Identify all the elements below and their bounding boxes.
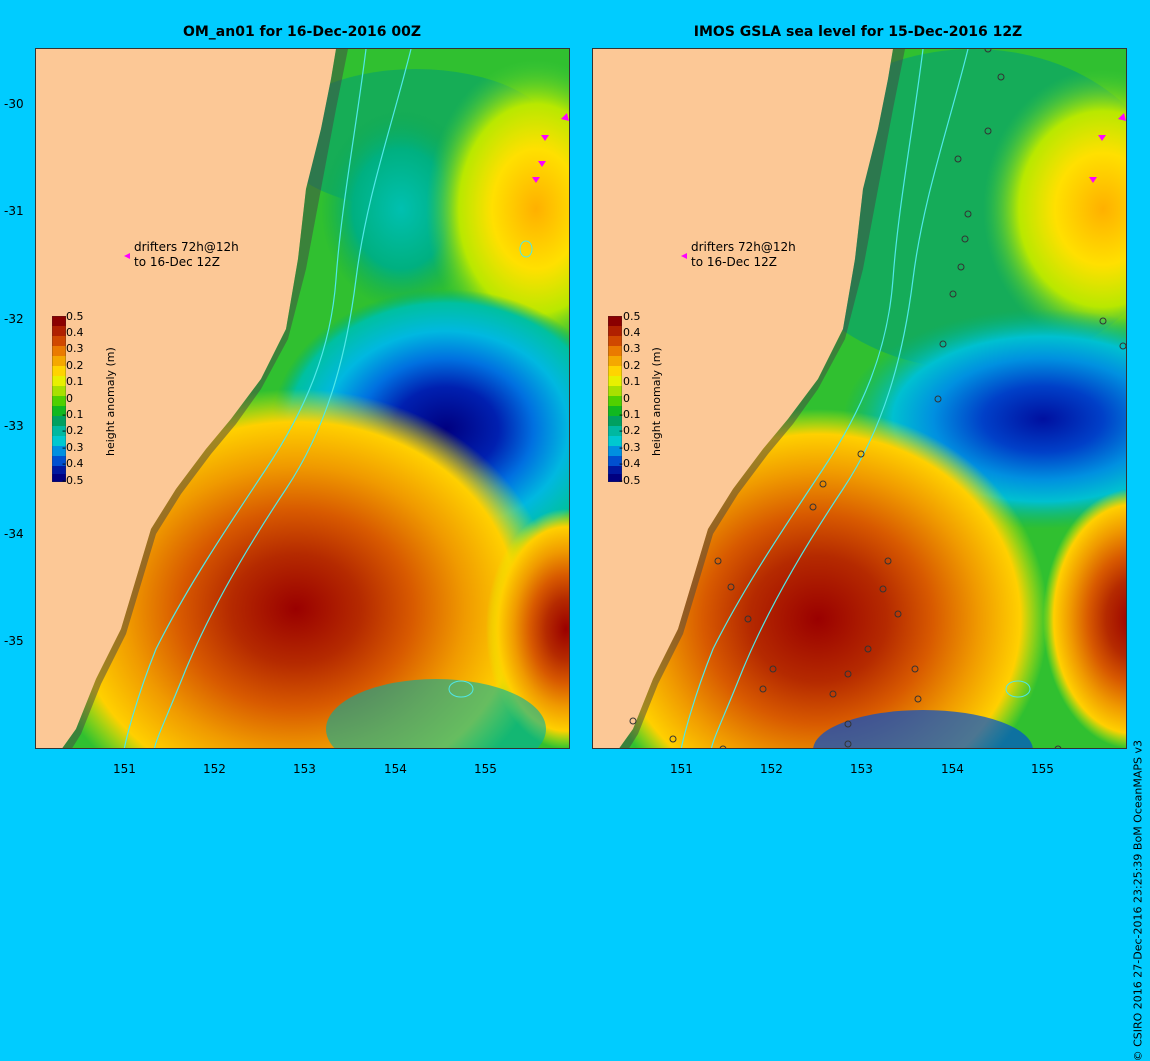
cb-label: -0.2 (62, 424, 84, 437)
drifter-note-right: drifters 72h@12h to 16-Dec 12Z (691, 240, 796, 270)
cb-label: -0.4 (619, 457, 641, 470)
colorbar-swatch (52, 426, 66, 436)
y-tick-label: -35 (4, 634, 24, 648)
cb-label: 0 (623, 392, 630, 405)
drifter-note-line: to 16-Dec 12Z (134, 255, 220, 269)
panel-title-right: IMOS GSLA sea level for 15-Dec-2016 12Z (693, 24, 1023, 40)
colorbar-swatch (608, 474, 622, 482)
colorbar-swatch (52, 436, 66, 446)
map-right (592, 48, 1127, 749)
colorbar-swatch (52, 346, 66, 356)
x-tick-label: 151 (670, 762, 693, 776)
colorbar-swatch (52, 376, 66, 386)
colorbar-swatch (608, 386, 622, 396)
x-tick-label: 153 (293, 762, 316, 776)
x-tick-label: 151 (113, 762, 136, 776)
drifter-note-line: drifters 72h@12h (134, 240, 239, 254)
drifter-note-left: drifters 72h@12h to 16-Dec 12Z (134, 240, 239, 270)
cb-label: -0.1 (62, 408, 84, 421)
colorbar-swatch (608, 456, 622, 466)
panel-title-left: OM_an01 for 16-Dec-2016 00Z (182, 24, 422, 40)
colorbar-right (608, 316, 622, 482)
colorbar-swatch (608, 446, 622, 456)
y-tick-label: -32 (4, 312, 24, 326)
colorbar-swatch (52, 406, 66, 416)
colorbar-swatch (608, 336, 622, 346)
drifter-note-line: to 16-Dec 12Z (691, 255, 777, 269)
cb-label: -0.1 (619, 408, 641, 421)
cb-label: 0 (66, 392, 73, 405)
cb-label: 0.2 (66, 359, 84, 372)
cb-label: 0.3 (623, 342, 641, 355)
x-tick-label: 154 (384, 762, 407, 776)
cb-label: 0.5 (66, 310, 84, 323)
colorbar-swatch (608, 316, 622, 326)
cb-label: -0.3 (62, 441, 84, 454)
colorbar-swatch (608, 346, 622, 356)
y-tick-label: -33 (4, 419, 24, 433)
cb-label: -0.5 (62, 474, 84, 487)
cb-label: 0.1 (623, 375, 641, 388)
colorbar-swatch (52, 316, 66, 326)
colorbar-title: height anomaly (m) (650, 347, 663, 456)
colorbar-swatch (608, 396, 622, 406)
cb-label: -0.4 (62, 457, 84, 470)
colorbar-swatch (52, 456, 66, 466)
colorbar-swatch (52, 416, 66, 426)
y-tick-label: -31 (4, 204, 24, 218)
colorbar-swatch (52, 336, 66, 346)
colorbar-swatch (608, 366, 622, 376)
cb-label: -0.3 (619, 441, 641, 454)
cb-label: 0.1 (66, 375, 84, 388)
colorbar-swatch (52, 474, 66, 482)
cb-label: 0.3 (66, 342, 84, 355)
cb-label: 0.4 (66, 326, 84, 339)
colorbar-swatch (608, 376, 622, 386)
colorbar-left (52, 316, 66, 482)
cb-label: 0.5 (623, 310, 641, 323)
colorbar-title: height anomaly (m) (104, 347, 117, 456)
x-tick-label: 152 (203, 762, 226, 776)
colorbar-swatch (52, 396, 66, 406)
x-tick-label: 155 (1031, 762, 1054, 776)
copyright: © CSIRO 2016 27-Dec-2016 23:25:39 BoM Oc… (1131, 740, 1144, 1061)
colorbar-swatch (608, 416, 622, 426)
map-left (35, 48, 570, 749)
y-tick-label: -30 (4, 97, 24, 111)
colorbar-swatch (608, 356, 622, 366)
drifter-note-line: drifters 72h@12h (691, 240, 796, 254)
colorbar-swatch (608, 436, 622, 446)
x-tick-label: 155 (474, 762, 497, 776)
cb-label: -0.2 (619, 424, 641, 437)
colorbar-swatch (608, 426, 622, 436)
colorbar-swatch (608, 466, 622, 474)
x-tick-label: 154 (941, 762, 964, 776)
colorbar-swatch (608, 406, 622, 416)
colorbar-swatch (52, 326, 66, 336)
colorbar-swatch (52, 446, 66, 456)
cb-label: 0.4 (623, 326, 641, 339)
cb-label: -0.5 (619, 474, 641, 487)
colorbar-swatch (52, 356, 66, 366)
colorbar-swatch (52, 366, 66, 376)
x-tick-label: 153 (850, 762, 873, 776)
colorbar-swatch (608, 326, 622, 336)
y-tick-label: -34 (4, 527, 24, 541)
x-tick-label: 152 (760, 762, 783, 776)
colorbar-swatch (52, 466, 66, 474)
colorbar-swatch (52, 386, 66, 396)
cb-label: 0.2 (623, 359, 641, 372)
